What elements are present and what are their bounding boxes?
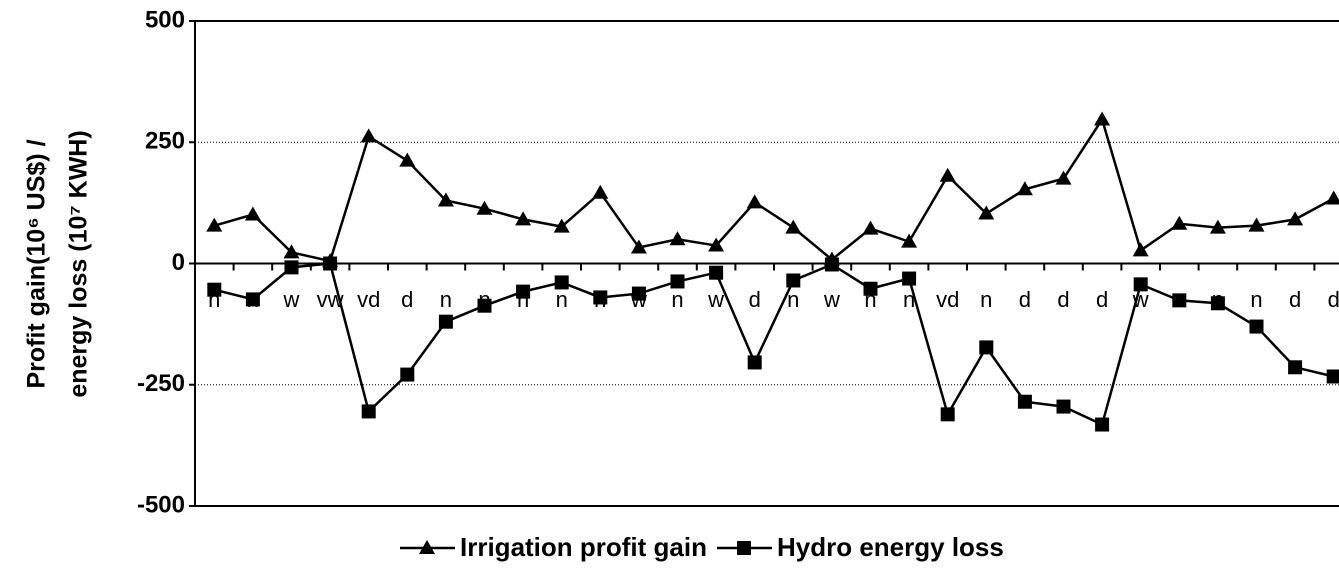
x-tick-label: d: [401, 287, 413, 312]
y-tick-label: 0: [172, 249, 185, 276]
square-marker: [361, 404, 376, 419]
x-tick-label: d: [1328, 287, 1339, 312]
triangle-marker: [708, 237, 725, 252]
y-tick-label: 250: [145, 128, 185, 155]
triangle-marker: [669, 231, 686, 246]
x-tick-label: d: [1289, 287, 1301, 312]
square-marker: [940, 407, 955, 422]
triangle-marker: [206, 217, 223, 232]
x-tick-label: d: [1019, 287, 1031, 312]
square-marker: [516, 284, 531, 299]
square-marker: [1095, 417, 1110, 432]
x-tick-label: vd: [357, 287, 380, 312]
triangle-marker: [1209, 219, 1226, 234]
triangle-marker: [1016, 181, 1033, 196]
series-line: [213, 262, 1334, 427]
triangle-marker: [1248, 217, 1265, 232]
square-marker: [902, 271, 917, 286]
x-tick-label: d: [1057, 287, 1069, 312]
square-marker: [323, 256, 338, 271]
square-marker: [1249, 319, 1264, 334]
square-marker: [400, 367, 415, 382]
x-tick-label: n: [556, 287, 568, 312]
x-tick-label: d: [749, 287, 761, 312]
square-marker: [1133, 277, 1148, 292]
x-tick-label: n: [440, 287, 452, 312]
triangle-marker: [630, 239, 647, 254]
triangle-marker: [1171, 215, 1188, 230]
x-tick-label: n: [980, 287, 992, 312]
square-marker: [284, 260, 299, 275]
triangle-marker: [1055, 170, 1072, 185]
y-tick-label: -250: [137, 370, 185, 397]
triangle-marker: [1094, 111, 1111, 126]
square-marker: [438, 314, 453, 329]
square-marker: [1056, 399, 1071, 414]
square-marker: [1017, 394, 1032, 409]
x-tick-label: w: [823, 287, 840, 312]
triangle-marker: [592, 184, 609, 199]
x-tick-label: d: [1096, 287, 1108, 312]
x-tick-label: n: [787, 287, 799, 312]
square-marker: [245, 292, 260, 307]
triangle-marker: [901, 233, 918, 248]
square-marker: [1210, 296, 1225, 311]
triangle-marker: [437, 192, 454, 207]
y-axis-label: Profit gain(10⁶ US$) /: [23, 139, 51, 388]
triangle-marker: [553, 218, 570, 233]
square-marker: [1172, 293, 1187, 308]
square-marker: [207, 282, 222, 297]
triangle-marker: [785, 219, 802, 234]
square-marker: [554, 275, 569, 290]
triangle-marker: [978, 205, 995, 220]
series-line: [213, 116, 1335, 263]
triangle-marker: [1287, 211, 1304, 226]
legend-label: Irrigation profit gain: [460, 532, 707, 562]
triangle-marker: [939, 167, 956, 182]
x-tick-label: n: [671, 287, 683, 312]
triangle-marker: [515, 211, 532, 226]
triangle-marker: [1132, 242, 1149, 257]
square-marker: [670, 274, 685, 289]
triangle-marker: [1325, 190, 1339, 205]
square-marker: [593, 290, 608, 305]
square-marker: [863, 281, 878, 296]
x-tick-label: w: [283, 287, 300, 312]
x-tick-label: w: [707, 287, 724, 312]
square-marker: [709, 265, 724, 280]
square-marker: [477, 298, 492, 313]
triangle-marker: [244, 206, 261, 221]
triangle-marker: [746, 194, 763, 209]
square-marker: [1288, 360, 1303, 375]
y-tick-label: -500: [137, 491, 185, 518]
triangle-marker: [283, 244, 300, 259]
legend-label: Hydro energy loss: [777, 532, 1004, 562]
square-marker: [631, 286, 646, 301]
triangle-marker: [399, 152, 416, 167]
triangle-marker: [862, 220, 879, 235]
y-axis-label: energy loss (10⁷ KWH): [65, 130, 93, 397]
y-tick-label: 500: [145, 6, 185, 33]
square-marker: [979, 340, 994, 355]
triangle-marker: [476, 200, 493, 215]
legend-marker: [419, 540, 435, 554]
x-tick-label: n: [1250, 287, 1262, 312]
legend-marker: [737, 541, 751, 555]
triangle-marker: [360, 128, 377, 143]
square-marker: [1326, 369, 1339, 384]
x-tick-label: vd: [936, 287, 959, 312]
square-marker: [747, 355, 762, 370]
square-marker: [786, 273, 801, 288]
square-marker: [824, 257, 839, 272]
